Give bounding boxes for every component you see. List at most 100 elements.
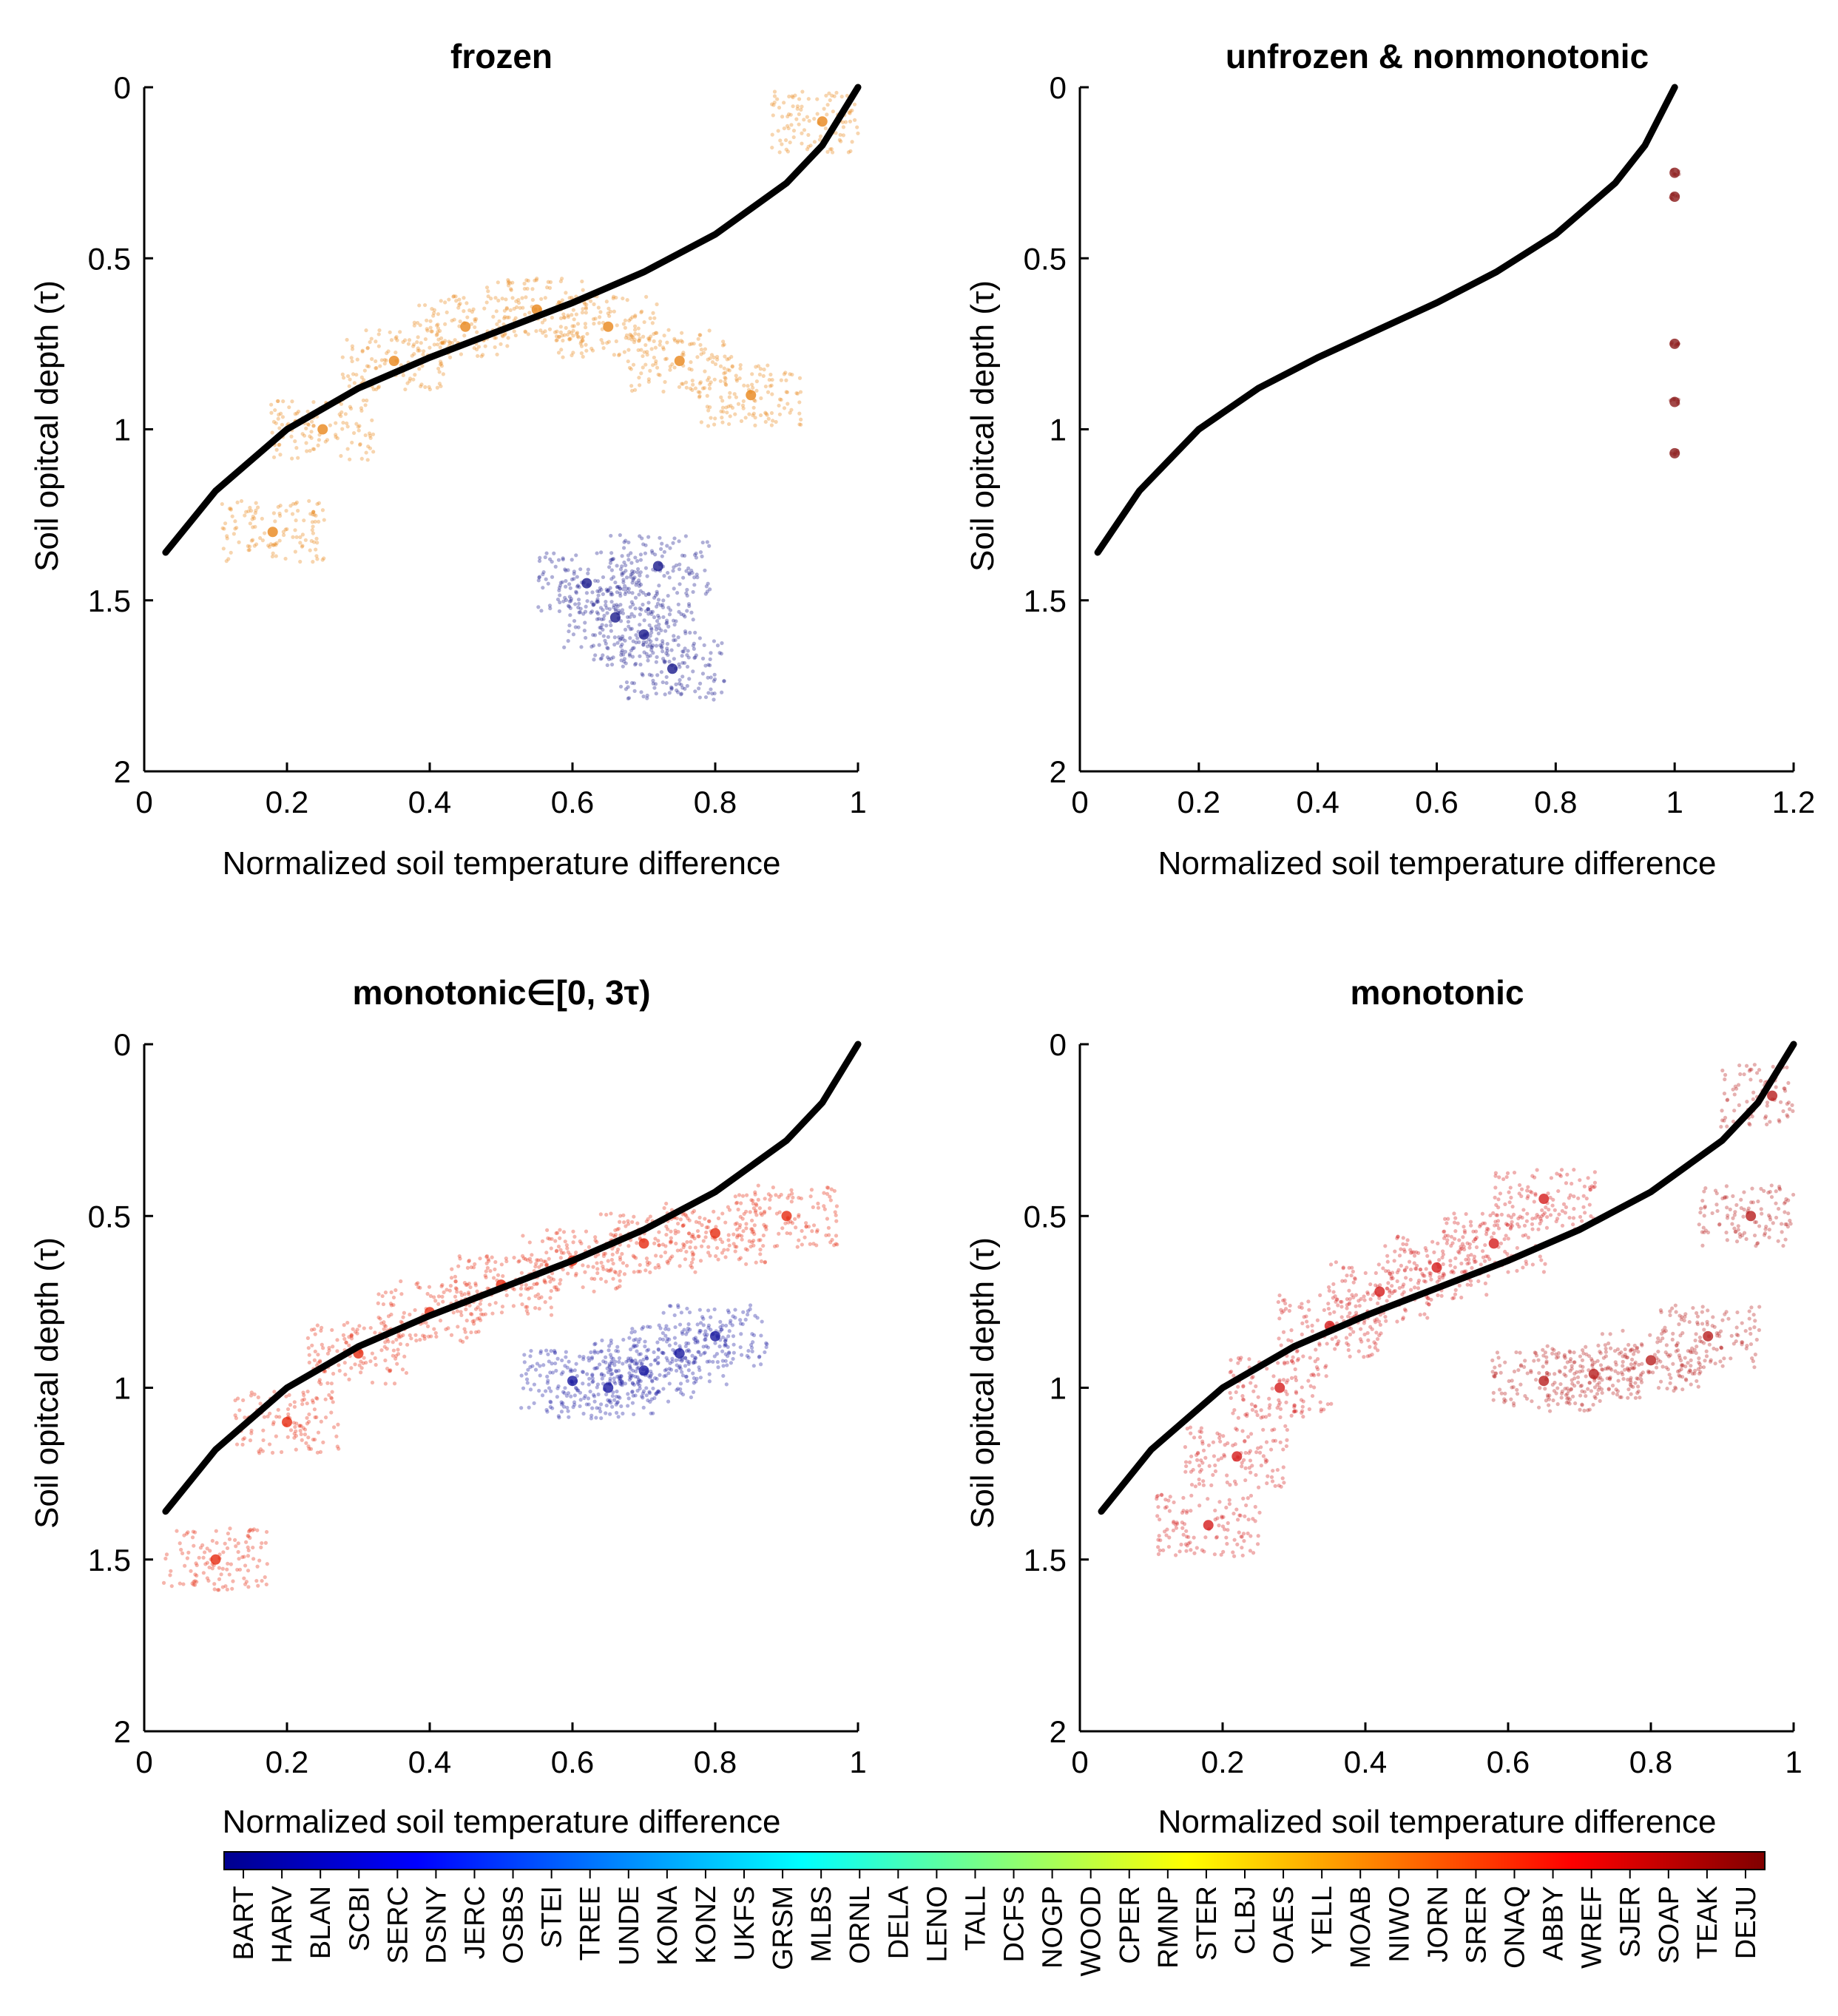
scatter-dot <box>1256 1534 1260 1538</box>
scatter-dot <box>691 1361 695 1365</box>
scatter-dot <box>300 1398 305 1403</box>
scatter-dot <box>457 1254 462 1259</box>
scatter-dot <box>684 1341 689 1345</box>
scatter-dot <box>1740 1340 1745 1344</box>
scatter-dot <box>730 405 735 410</box>
scatter-dot <box>191 1529 195 1534</box>
scatter-dot <box>740 1322 745 1327</box>
scatter-dot <box>1578 1178 1582 1183</box>
scatter-dot <box>362 1356 366 1360</box>
scatter-dot <box>717 1330 722 1334</box>
scatter-dot <box>699 348 704 352</box>
scatter-dot <box>719 395 723 399</box>
scatter-dot <box>311 1400 315 1404</box>
scatter-dot <box>365 345 370 350</box>
scatter-dot <box>640 1394 644 1398</box>
scatter-dot <box>632 681 637 686</box>
scatter-dot <box>388 1302 393 1306</box>
scatter-dot <box>439 299 443 303</box>
scatter-dot <box>750 1240 754 1245</box>
scatter-dot <box>693 1270 697 1274</box>
scatter-dot <box>1568 1350 1572 1355</box>
scatter-dot <box>416 348 420 353</box>
scatter-dot <box>495 322 499 326</box>
scatter-dot <box>1327 1288 1331 1293</box>
scatter-dot <box>459 1310 463 1314</box>
scatter-dot <box>1437 1277 1442 1282</box>
scatter-dot <box>318 1359 322 1363</box>
scatter-dot <box>1445 1221 1449 1225</box>
scatter-dot <box>455 1290 459 1294</box>
scatter-dot <box>689 1239 693 1244</box>
scatter-dot <box>544 577 548 581</box>
scatter-dot <box>1259 1408 1263 1413</box>
scatter-dot <box>573 602 578 606</box>
y-tick-label: 1.5 <box>88 584 131 618</box>
scatter-dot <box>683 534 688 538</box>
scatter-dot <box>661 389 666 394</box>
scatter-dot <box>626 540 631 545</box>
scatter-dot <box>649 627 654 632</box>
scatter-dot <box>682 660 687 666</box>
scatter-dot <box>669 1240 673 1245</box>
scatter-dot <box>1510 1379 1514 1383</box>
scatter-dot <box>698 1321 703 1325</box>
scatter-dot <box>785 1217 790 1221</box>
scatter-dot <box>1505 1222 1510 1227</box>
scatter-dot <box>779 1192 783 1197</box>
scatter-dot <box>1621 1364 1625 1368</box>
scatter-dot <box>714 1225 718 1229</box>
scatter-dot <box>563 595 567 600</box>
scatter-dot <box>1530 1262 1535 1267</box>
scatter-dot <box>665 646 669 651</box>
scatter-dot <box>217 1588 221 1592</box>
scatter-dot <box>665 1259 669 1264</box>
scatter-dot <box>631 578 635 582</box>
scatter-dot <box>630 646 635 651</box>
scatter-dot <box>1586 1408 1590 1413</box>
scatter-dot <box>713 416 717 421</box>
scatter-dot <box>634 633 638 637</box>
scatter-dot <box>648 1375 652 1380</box>
scatter-dot <box>742 1211 746 1217</box>
scatter-dot <box>1512 1403 1516 1408</box>
scatter-dot <box>1592 1379 1597 1383</box>
scatter-dot <box>706 1308 711 1313</box>
reference-curve <box>162 84 862 556</box>
scatter-dot <box>555 597 561 602</box>
scatter-dot <box>634 1337 638 1342</box>
scatter-dot <box>641 542 646 547</box>
scatter-dot <box>558 325 563 329</box>
scatter-dot <box>1232 1458 1237 1462</box>
scatter-dot <box>387 1369 392 1373</box>
scatter-dot <box>1608 1332 1612 1336</box>
scatter-dot <box>587 1356 591 1360</box>
scatter-dot <box>1704 1349 1709 1353</box>
scatter-dot <box>393 1288 398 1293</box>
scatter-dot <box>1197 1469 1203 1474</box>
scatter-dot <box>280 415 286 419</box>
scatter-dot <box>1680 1362 1684 1367</box>
scatter-dot <box>310 1398 315 1403</box>
scatter-dot <box>569 597 573 601</box>
scatter-dot <box>618 636 624 641</box>
scatter-dot <box>1704 1354 1709 1359</box>
scatter-dot <box>1442 1236 1447 1240</box>
scatter-dot <box>1365 1330 1370 1336</box>
scatter-dot <box>462 1281 467 1285</box>
scatter-dot <box>664 674 669 680</box>
scatter-dot <box>584 348 589 353</box>
scatter-dot <box>747 412 751 416</box>
scatter-dot <box>702 386 707 390</box>
scatter-dot <box>684 569 689 573</box>
scatter-dot <box>763 384 768 389</box>
x-ticks: 0 0.2 0.4 0.6 0.8 1 <box>135 1722 867 1779</box>
scatter-dot <box>1193 1484 1197 1489</box>
scatter-dot <box>658 342 662 347</box>
scatter-dot <box>599 1260 604 1265</box>
scatter-dot <box>615 585 620 589</box>
scatter-dot <box>1408 1268 1413 1272</box>
scatter-dot <box>282 532 286 538</box>
scatter-dot <box>549 1389 553 1393</box>
scatter-dot <box>817 121 821 126</box>
